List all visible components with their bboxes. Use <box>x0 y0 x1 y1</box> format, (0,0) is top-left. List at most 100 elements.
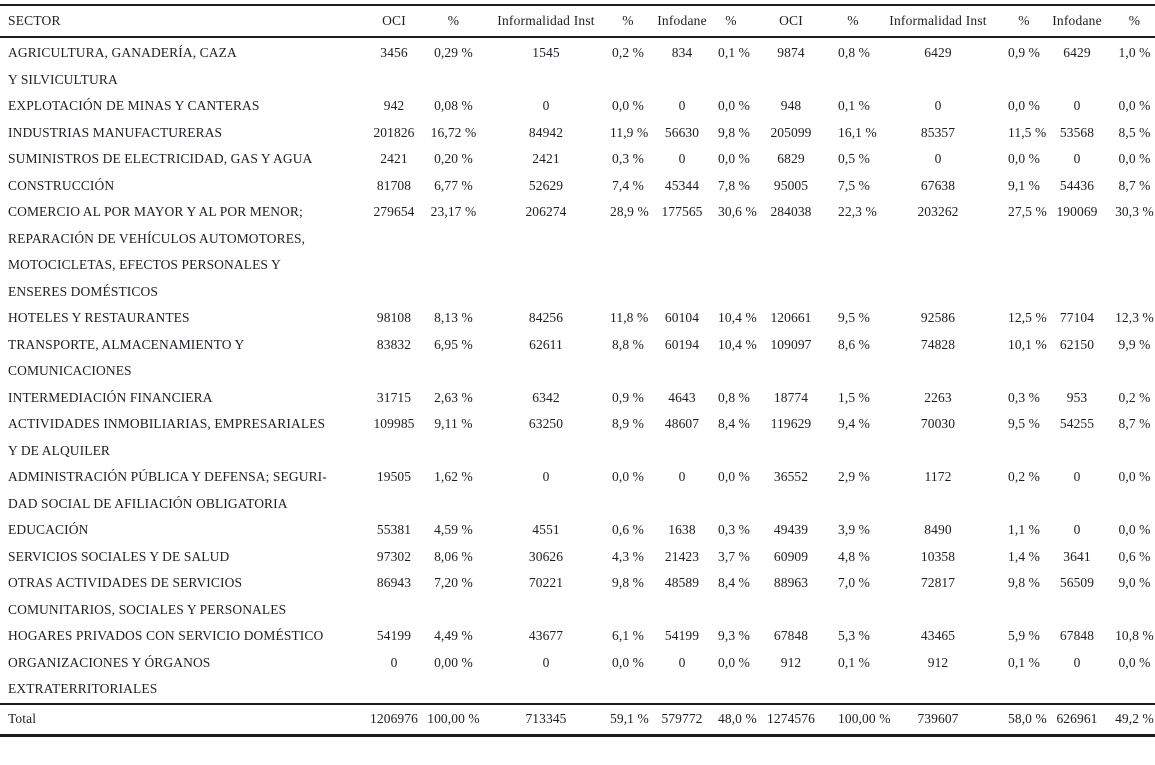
value-cell: 0,0 % <box>612 654 644 670</box>
column-header-pct-4: % <box>838 5 868 38</box>
sector-cell: INDUSTRIAS MANUFACTURERAS <box>8 124 223 140</box>
column-header-oci-1: OCI <box>363 5 425 38</box>
value-cell: 6,77 % <box>434 177 473 193</box>
column-header-pct-2: % <box>610 5 646 38</box>
value-cell: 9874 <box>777 45 805 60</box>
value-cell: 0,9 % <box>1008 45 1040 60</box>
value-cell: 8,8 % <box>612 336 644 352</box>
value-cell: 2421 <box>380 151 408 166</box>
value-cell: 67638 <box>920 177 956 193</box>
value-cell: 60194 <box>664 336 700 352</box>
sector-cell: COMERCIO AL POR MAYOR Y AL POR MENOR; RE… <box>8 204 306 299</box>
column-header-infodane-2: Infodane <box>1040 5 1114 38</box>
value-cell: 0,6 % <box>612 522 644 537</box>
sector-cell: AGRICULTURA, GANADERÍA, CAZA Y SILVICULT… <box>8 45 237 87</box>
value-cell: 4,3 % <box>612 548 644 564</box>
table-body: AGRICULTURA, GANADERÍA, CAZA Y SILVICULT… <box>0 37 1155 704</box>
value-cell: 0,20 % <box>434 151 473 166</box>
value-cell: 1,62 % <box>434 469 473 484</box>
value-cell: 0,0 % <box>718 151 750 166</box>
value-cell: 0,0 % <box>1008 151 1040 166</box>
value-cell: 3456 <box>380 45 408 60</box>
total-value-cell: 59,1 % <box>610 702 649 735</box>
value-cell: 1,1 % <box>1008 522 1040 537</box>
value-cell: 0,5 % <box>838 151 870 166</box>
value-cell: 56630 <box>664 124 700 140</box>
sector-cell: CONSTRUCCIÓN <box>8 177 115 193</box>
table-row: EDUCACIÓN 55381 4,59 % 4551 0,6 % 1638 0… <box>0 517 1155 544</box>
value-cell: 31715 <box>376 389 412 405</box>
value-cell: 0,2 % <box>1008 469 1040 484</box>
value-cell: 0 <box>934 151 942 166</box>
value-cell: 83832 <box>376 336 412 352</box>
sector-cell: INTERMEDIACIÓN FINANCIERA <box>8 389 213 405</box>
value-cell: 36552 <box>773 469 809 484</box>
value-cell: 0,3 % <box>1008 389 1040 405</box>
value-cell: 84256 <box>528 310 564 325</box>
value-cell: 912 <box>927 654 949 670</box>
value-cell: 7,20 % <box>434 575 473 590</box>
value-cell: 0,1 % <box>718 45 750 60</box>
value-cell: 0 <box>678 654 686 670</box>
value-cell: 28,9 % <box>610 204 649 219</box>
value-cell: 60909 <box>773 548 809 564</box>
column-header-pct-3: % <box>718 5 744 38</box>
value-cell: 201826 <box>373 124 415 140</box>
value-cell: 10,4 % <box>718 336 757 352</box>
value-cell: 206274 <box>525 204 567 219</box>
value-cell: 6429 <box>1063 45 1091 60</box>
value-cell: 0,0 % <box>1118 469 1151 484</box>
total-value-cell: 58,0 % <box>1008 702 1047 735</box>
value-cell: 30,6 % <box>718 204 757 219</box>
value-cell: 0,29 % <box>434 45 473 60</box>
value-cell: 12,3 % <box>1115 310 1154 325</box>
value-cell: 7,0 % <box>838 575 870 590</box>
value-cell: 2421 <box>532 151 560 166</box>
sector-cell: SERVICIOS SOCIALES Y DE SALUD <box>8 548 230 564</box>
value-cell: 0,3 % <box>718 522 750 537</box>
value-cell: 72817 <box>920 575 956 590</box>
total-value-cell: 100,00 % <box>425 702 482 735</box>
value-cell: 1172 <box>924 469 952 484</box>
value-cell: 8,13 % <box>434 310 473 325</box>
total-value-cell: 48,0 % <box>718 702 757 735</box>
value-cell: 54436 <box>1059 177 1095 193</box>
value-cell: 8,7 % <box>1118 416 1151 431</box>
value-cell: 109097 <box>770 336 812 352</box>
value-cell: 3641 <box>1063 548 1091 564</box>
value-cell: 0,8 % <box>718 389 750 405</box>
value-cell: 0 <box>1073 654 1081 670</box>
value-cell: 49439 <box>773 522 809 537</box>
sector-cell: EDUCACIÓN <box>8 522 89 537</box>
value-cell: 0,2 % <box>1118 389 1151 405</box>
value-cell: 62611 <box>529 336 563 352</box>
value-cell: 8,7 % <box>1118 177 1151 193</box>
value-cell: 53568 <box>1059 124 1095 140</box>
value-cell: 6,1 % <box>612 628 644 643</box>
table-row: ACTIVIDADES INMOBILIARIAS, EMPRESARIALES… <box>0 411 1155 464</box>
value-cell: 86943 <box>376 575 412 590</box>
value-cell: 9,4 % <box>838 416 870 431</box>
value-cell: 942 <box>383 98 405 113</box>
value-cell: 2,63 % <box>434 389 473 405</box>
sector-cell: OTRAS ACTIVIDADES DE SERVICIOS COMUNITAR… <box>8 575 287 617</box>
value-cell: 1638 <box>668 522 696 537</box>
value-cell: 11,9 % <box>610 124 649 140</box>
value-cell: 177565 <box>661 204 703 219</box>
value-cell: 0,0 % <box>1118 98 1151 113</box>
sector-cell: ADMINISTRACIÓN PÚBLICA Y DEFENSA; SEGURI… <box>8 469 327 511</box>
total-value-cell: 100,00 % <box>838 702 890 735</box>
value-cell: 0 <box>1073 522 1081 537</box>
column-header-sector: SECTOR <box>0 5 363 38</box>
value-cell: 0,1 % <box>838 98 870 113</box>
table-footer: Total 1206976 100,00 % 713345 59,1 % 579… <box>0 702 1155 735</box>
sector-cell: HOGARES PRIVADOS CON SERVICIO DOMÉSTICO <box>8 628 324 643</box>
value-cell: 0,0 % <box>612 98 644 113</box>
value-cell: 23,17 % <box>430 204 477 219</box>
value-cell: 0 <box>678 469 686 484</box>
value-cell: 54199 <box>376 628 412 643</box>
value-cell: 0,1 % <box>1008 654 1040 670</box>
value-cell: 0,9 % <box>612 389 644 405</box>
value-cell: 8,6 % <box>838 336 870 352</box>
value-cell: 0,0 % <box>1118 522 1151 537</box>
